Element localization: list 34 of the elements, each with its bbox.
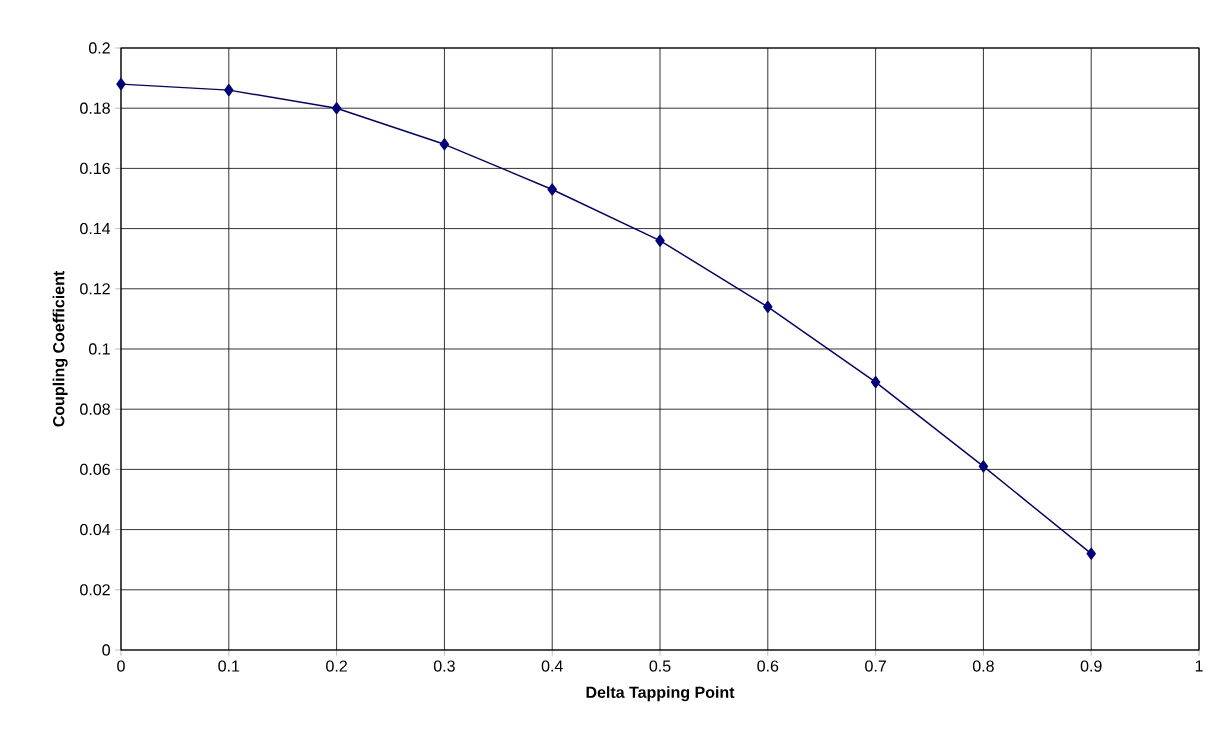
point [1086, 547, 1096, 560]
x-tick-label: 0.2 [326, 660, 347, 672]
x-tick-label: 0 [117, 660, 125, 672]
y-tick-label: 0.06 [80, 463, 110, 476]
x-tick-label: 0.3 [433, 660, 455, 672]
x-tick-label: 0.1 [218, 660, 240, 672]
point [439, 138, 450, 151]
y-tick-label: 0.1 [88, 343, 110, 355]
point [655, 234, 665, 247]
point [870, 376, 881, 389]
x-axis-title: Delta Tapping Point [586, 686, 735, 702]
y-tick-label: 0.12 [80, 283, 110, 295]
point [763, 300, 773, 313]
x-tick-label: 0.6 [757, 660, 779, 672]
x-tick-label: 0.5 [649, 660, 671, 672]
y-tick-label: 0.08 [80, 403, 110, 415]
y-axis-title: Coupling Coefficient [52, 270, 68, 427]
y-tick-label: 0.14 [80, 222, 111, 235]
point [331, 102, 342, 115]
y-tick-label: 0.16 [80, 162, 110, 175]
point [224, 84, 234, 97]
y-tick-label: 0.02 [80, 584, 110, 596]
x-tick-label: 0.8 [972, 660, 994, 672]
y-tick-label: 0.04 [80, 523, 111, 536]
x-tick-label: 0.9 [1080, 660, 1102, 672]
y-tick-label: 0 [102, 644, 110, 656]
y-tick-label: 0.18 [80, 102, 110, 114]
y-tick-label: 0.2 [88, 42, 110, 54]
point [116, 78, 126, 91]
point [547, 183, 557, 196]
point [978, 460, 989, 473]
x-tick-label: 0.4 [541, 660, 563, 672]
x-tick-label: 0.7 [865, 660, 886, 672]
x-tick-label: 1 [1195, 660, 1203, 672]
